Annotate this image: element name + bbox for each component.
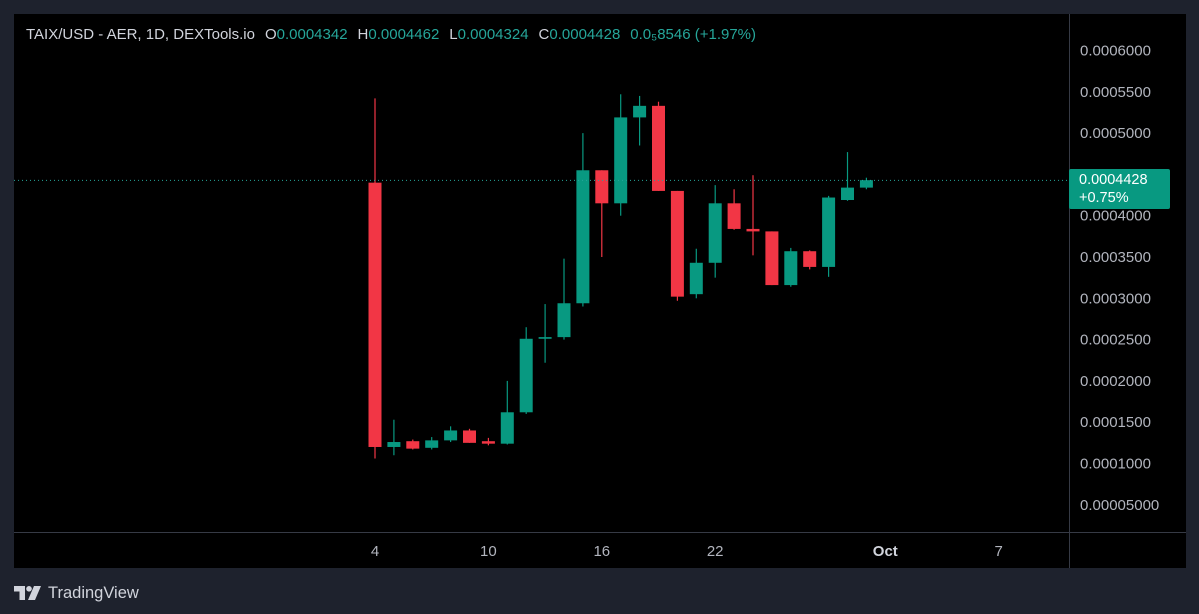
price-axis-label: 0.00005000 — [1080, 497, 1159, 514]
price-axis-label: 0.0004000 — [1080, 208, 1151, 225]
candle[interactable] — [368, 98, 382, 459]
price-axis-label: 0.0003500 — [1080, 249, 1151, 266]
candle-body — [822, 197, 836, 267]
candle-body — [784, 251, 798, 286]
symbol-title[interactable]: TAIX/USD - AER, 1D, DEXTools.io — [26, 25, 255, 43]
candle[interactable] — [670, 190, 684, 301]
time-axis-label: 4 — [371, 543, 379, 560]
change-value: 0.0₅8546 (+1.97%) — [630, 25, 757, 43]
price-axis[interactable]: 0.00005000 0.0001000 0.0001500 0.0002000 0.0… — [1080, 43, 1159, 514]
candle[interactable] — [444, 426, 458, 443]
candle[interactable] — [576, 133, 590, 307]
candle-body — [406, 441, 420, 449]
candle-body — [859, 180, 873, 188]
candle[interactable] — [557, 258, 571, 340]
candle[interactable] — [614, 94, 628, 216]
tradingview-wordmark: TradingView — [48, 583, 139, 602]
candle[interactable] — [633, 95, 647, 146]
candle-body — [387, 442, 401, 447]
candle[interactable] — [481, 437, 495, 446]
chart-frame[interactable] — [14, 14, 1186, 568]
candle-body — [652, 105, 665, 191]
price-axis-label: 0.0001000 — [1080, 456, 1151, 473]
candle-body — [633, 105, 647, 118]
candle[interactable] — [500, 380, 514, 445]
candle-body — [538, 337, 552, 339]
candle[interactable] — [765, 231, 779, 286]
candle-body — [481, 441, 495, 444]
candle[interactable] — [859, 177, 873, 190]
candle-body — [803, 251, 817, 267]
candle-body — [425, 440, 439, 448]
candle[interactable] — [708, 185, 722, 278]
candle-body — [519, 338, 533, 413]
candle[interactable] — [841, 152, 854, 201]
candle-body — [841, 187, 854, 201]
tradingview-logo-icon — [14, 586, 42, 600]
time-axis-label: 7 — [995, 543, 1003, 560]
low-label: L — [449, 25, 458, 43]
open-label: O — [264, 25, 277, 43]
chart-legend-header: TAIX/USD - AER, 1D, DEXTools.io O 0.0004… — [26, 24, 766, 44]
candle-body — [576, 170, 590, 304]
candle[interactable] — [784, 247, 798, 287]
candle[interactable] — [387, 419, 401, 456]
candle-body — [765, 231, 779, 286]
candle[interactable] — [519, 327, 533, 414]
candle-body — [557, 303, 571, 338]
candle[interactable] — [538, 304, 552, 363]
last-price-change: +0.75% — [1079, 190, 1129, 207]
candle[interactable] — [803, 250, 817, 270]
candle-body — [463, 430, 476, 443]
candle-body — [368, 182, 382, 447]
candle-body — [689, 262, 703, 295]
candle[interactable] — [425, 437, 439, 450]
candle[interactable] — [652, 101, 665, 191]
time-axis-label: 16 — [593, 543, 610, 560]
candle-body — [708, 203, 722, 263]
time-axis-label: 10 — [480, 543, 497, 560]
high-label: H — [357, 25, 369, 43]
candle-body — [614, 117, 628, 204]
last-price-tag: 0.0004428 +0.75% — [1069, 169, 1170, 210]
time-axis[interactable]: 4 10 16 22 Oct 7 — [371, 543, 1003, 560]
close-label: C — [538, 25, 550, 43]
candle-body — [727, 203, 741, 229]
low-value: 0.0004324 — [457, 25, 529, 43]
open-value: 0.0004342 — [276, 25, 348, 43]
price-axis-label: 0.0003000 — [1080, 290, 1151, 307]
candle-body — [746, 228, 760, 232]
close-value: 0.0004428 — [549, 25, 621, 43]
price-axis-label: 0.0005500 — [1080, 84, 1151, 101]
candle[interactable] — [822, 195, 836, 277]
candle[interactable] — [595, 170, 609, 257]
tradingview-branding[interactable]: TradingView — [14, 583, 139, 603]
candle-body — [595, 170, 609, 204]
candle[interactable] — [727, 189, 741, 230]
price-axis-label: 0.0001500 — [1080, 414, 1151, 431]
candle-body — [500, 412, 514, 444]
candle-body — [444, 430, 458, 441]
candle[interactable] — [689, 248, 703, 299]
price-axis-label: 0.0002500 — [1080, 332, 1151, 349]
price-axis-label: 0.0002000 — [1080, 373, 1151, 390]
candle-body — [670, 190, 684, 297]
last-price-value: 0.0004428 — [1079, 172, 1148, 189]
time-axis-label: 22 — [707, 543, 724, 560]
high-value: 0.0004462 — [368, 25, 440, 43]
time-axis-label: Oct — [873, 543, 898, 560]
price-axis-label: 0.0005000 — [1080, 125, 1151, 142]
candle[interactable] — [406, 439, 420, 450]
candle[interactable] — [463, 428, 476, 443]
price-axis-label: 0.0006000 — [1080, 43, 1151, 60]
candle[interactable] — [746, 175, 760, 256]
